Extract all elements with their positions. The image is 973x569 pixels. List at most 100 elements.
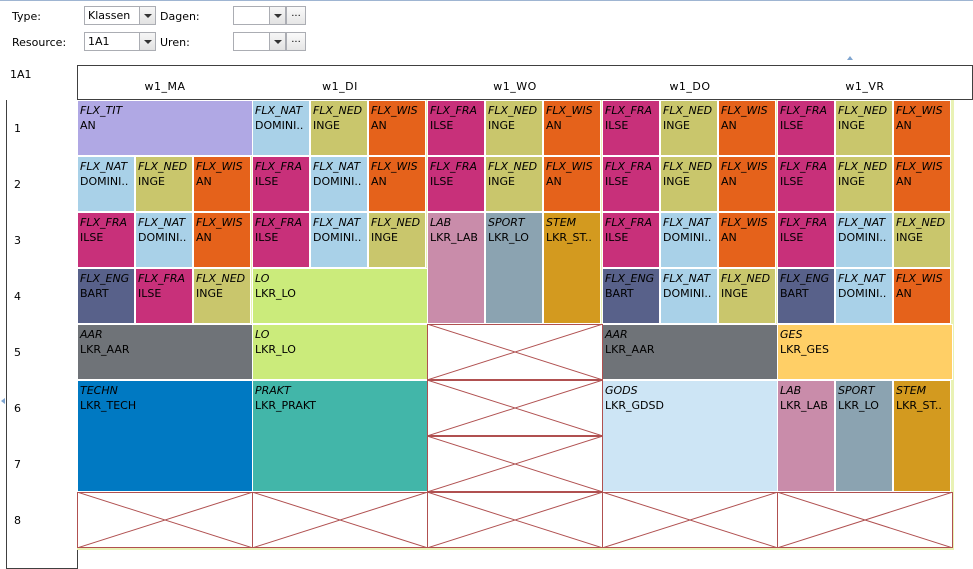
lesson-cell[interactable]: FLX_FRA ILSE: [602, 156, 660, 212]
lesson-cell[interactable]: FLX_WIS AN: [193, 156, 251, 212]
lesson-cell[interactable]: FLX_FRA ILSE: [427, 156, 485, 212]
lesson-cell[interactable]: STEM LKR_ST..: [893, 380, 951, 492]
hour-label: 1: [14, 122, 21, 135]
day-header-w1_do: w1_DO: [669, 80, 711, 93]
dagen-ellipsis-button[interactable]: ...: [286, 6, 306, 25]
lesson-detail: AN: [721, 231, 737, 244]
lesson-subject: GES: [780, 328, 803, 341]
chevron-down-icon[interactable]: [139, 33, 155, 50]
lesson-cell[interactable]: LAB LKR_LAB: [427, 212, 485, 324]
lesson-cell[interactable]: FLX_NED INGE: [835, 156, 893, 212]
lesson-cell[interactable]: FLX_FRA ILSE: [777, 212, 835, 268]
lesson-detail: INGE: [663, 175, 690, 188]
lesson-subject: FLX_ENG: [780, 272, 830, 285]
lesson-subject: STEM: [896, 384, 927, 397]
lesson-detail: INGE: [838, 119, 865, 132]
lesson-cell[interactable]: FLX_FRA ILSE: [77, 212, 135, 268]
lesson-detail: LKR_GDSD: [605, 399, 664, 412]
expand-left-icon[interactable]: [1, 398, 5, 404]
resource-name: 1A1: [10, 68, 32, 81]
day-header-w1_vr: w1_VR: [845, 80, 885, 93]
lesson-subject: STEM: [546, 216, 577, 229]
lesson-cell[interactable]: LAB LKR_LAB: [777, 380, 835, 492]
lesson-cell[interactable]: LO LKR_LO: [252, 268, 428, 324]
lesson-subject: FLX_FRA: [138, 272, 185, 285]
lesson-cell[interactable]: AAR LKR_AAR: [77, 324, 253, 380]
lesson-cell[interactable]: FLX_ENG BART: [77, 268, 135, 324]
lesson-cell[interactable]: FLX_WIS AN: [543, 156, 601, 212]
lesson-cell[interactable]: FLX_NED INGE: [718, 268, 776, 324]
dagen-combobox[interactable]: [233, 6, 286, 25]
lesson-cell[interactable]: PRAKT LKR_PRAKT: [252, 380, 428, 492]
lesson-cell[interactable]: FLX_FRA ILSE: [777, 100, 835, 156]
lesson-cell[interactable]: GODS LKR_GDSD: [602, 380, 778, 492]
lesson-cell[interactable]: FLX_FRA ILSE: [252, 212, 310, 268]
lesson-cell[interactable]: FLX_WIS AN: [368, 156, 426, 212]
lesson-cell[interactable]: FLX_NED INGE: [660, 100, 718, 156]
uren-ellipsis-button[interactable]: ...: [286, 32, 306, 51]
lesson-cell[interactable]: FLX_NED INGE: [893, 212, 951, 268]
lesson-cell[interactable]: FLX_FRA ILSE: [602, 212, 660, 268]
lesson-cell[interactable]: FLX_NAT DOMINI..: [310, 156, 368, 212]
lesson-detail: AN: [196, 175, 212, 188]
lesson-cell[interactable]: FLX_NED INGE: [310, 100, 368, 156]
lesson-cell[interactable]: FLX_FRA ILSE: [602, 100, 660, 156]
resource-combobox[interactable]: 1A1: [84, 32, 156, 51]
lesson-cell[interactable]: FLX_WIS AN: [193, 212, 251, 268]
lesson-cell[interactable]: FLX_WIS AN: [893, 268, 951, 324]
lesson-cell[interactable]: TECHN LKR_TECH: [77, 380, 253, 492]
resource-label: Resource:: [12, 36, 67, 49]
lesson-cell[interactable]: FLX_NED INGE: [368, 212, 426, 268]
lesson-cell[interactable]: FLX_WIS AN: [893, 100, 951, 156]
lesson-cell[interactable]: FLX_ENG BART: [602, 268, 660, 324]
blocked-cell: [777, 492, 953, 548]
lesson-cell[interactable]: FLX_NAT DOMINI..: [660, 212, 718, 268]
lesson-cell[interactable]: FLX_NAT DOMINI..: [835, 268, 893, 324]
lesson-cell[interactable]: FLX_FRA ILSE: [135, 268, 193, 324]
lesson-cell[interactable]: FLX_NED INGE: [485, 156, 543, 212]
lesson-cell[interactable]: FLX_WIS AN: [893, 156, 951, 212]
lesson-cell[interactable]: FLX_WIS AN: [718, 156, 776, 212]
lesson-cell[interactable]: FLX_NED INGE: [660, 156, 718, 212]
lesson-cell[interactable]: STEM LKR_ST..: [543, 212, 601, 324]
lesson-cell[interactable]: FLX_WIS AN: [718, 212, 776, 268]
lesson-cell[interactable]: LO LKR_LO: [252, 324, 428, 380]
lesson-cell[interactable]: FLX_NED INGE: [485, 100, 543, 156]
lesson-cell[interactable]: FLX_NAT DOMINI..: [135, 212, 193, 268]
chevron-down-icon[interactable]: [139, 7, 155, 24]
lesson-cell[interactable]: FLX_ENG BART: [777, 268, 835, 324]
lesson-cell[interactable]: FLX_NED INGE: [193, 268, 251, 324]
lesson-cell[interactable]: FLX_TIT AN: [77, 100, 253, 156]
lesson-cell[interactable]: GES LKR_GES: [777, 324, 953, 380]
lesson-cell[interactable]: FLX_NAT DOMINI..: [660, 268, 718, 324]
type-combobox[interactable]: Klassen: [84, 6, 156, 25]
lesson-cell[interactable]: FLX_NED INGE: [135, 156, 193, 212]
lesson-cell[interactable]: FLX_WIS AN: [368, 100, 426, 156]
lesson-detail: ILSE: [138, 287, 162, 300]
lesson-cell[interactable]: FLX_WIS AN: [718, 100, 776, 156]
collapse-up-icon[interactable]: [847, 56, 853, 60]
lesson-subject: FLX_NED: [313, 104, 363, 117]
lesson-detail: AN: [80, 119, 96, 132]
chevron-down-icon[interactable]: [269, 33, 285, 50]
lesson-cell[interactable]: FLX_FRA ILSE: [777, 156, 835, 212]
uren-combobox[interactable]: [233, 32, 286, 51]
lesson-cell[interactable]: FLX_NAT DOMINI..: [77, 156, 135, 212]
lesson-detail: ILSE: [430, 119, 454, 132]
lesson-detail: LKR_PRAKT: [255, 399, 316, 412]
lesson-detail: INGE: [371, 231, 398, 244]
lesson-cell[interactable]: FLX_FRA ILSE: [252, 156, 310, 212]
lesson-cell[interactable]: FLX_NAT DOMINI..: [835, 212, 893, 268]
lesson-detail: AN: [721, 175, 737, 188]
lesson-cell[interactable]: FLX_NAT DOMINI..: [252, 100, 310, 156]
lesson-cell[interactable]: FLX_NAT DOMINI..: [310, 212, 368, 268]
chevron-down-icon[interactable]: [269, 7, 285, 24]
lesson-cell[interactable]: FLX_WIS AN: [543, 100, 601, 156]
lesson-cell[interactable]: FLX_NED INGE: [835, 100, 893, 156]
lesson-subject: FLX_NAT: [663, 216, 711, 229]
lesson-cell[interactable]: AAR LKR_AAR: [602, 324, 778, 380]
lesson-cell[interactable]: FLX_FRA ILSE: [427, 100, 485, 156]
lesson-cell[interactable]: SPORT LKR_LO: [835, 380, 893, 492]
hour-label: 3: [14, 234, 21, 247]
lesson-cell[interactable]: SPORT LKR_LO: [485, 212, 543, 324]
